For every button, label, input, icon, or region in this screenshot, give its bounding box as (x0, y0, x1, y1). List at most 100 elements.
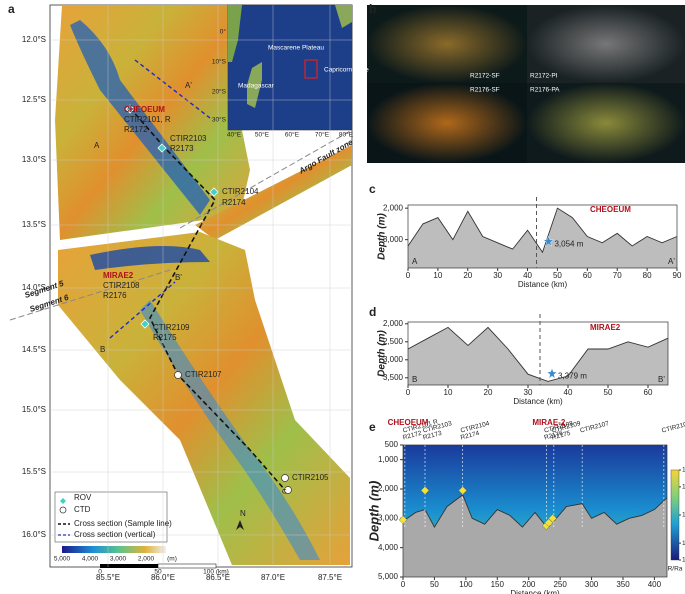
y-tick-label: 3,500 (383, 373, 404, 382)
sample-line (129, 107, 286, 491)
inset-map (227, 4, 353, 131)
map-label: B' (175, 273, 182, 282)
panel-label: c (369, 182, 376, 196)
map-label: CTIR2101, R (124, 115, 171, 124)
fault-line (179, 129, 353, 229)
x-axis-label: Distance (km) (510, 589, 560, 594)
y-tick-label: 1,000 (378, 455, 399, 464)
inset-lon: 60°E (285, 131, 300, 139)
lon-label: 87.0°E (261, 573, 285, 582)
map-label: R2174 (222, 198, 246, 207)
scale-label: 0 (98, 569, 102, 576)
colorbar-label: 1.04 (682, 557, 685, 564)
profile-area (408, 327, 668, 385)
y-tick-label: 3,000 (378, 513, 399, 522)
land (228, 5, 242, 62)
map-label: A (94, 141, 100, 150)
panel-label: e (369, 420, 376, 434)
scale-bar (100, 564, 158, 568)
map-label: N (240, 509, 246, 518)
annotation: A' (668, 257, 675, 266)
station-label: R2176 (543, 430, 564, 442)
ratio-colorbar (670, 469, 680, 561)
photo-label: R2176-SF (470, 87, 500, 94)
profile-area (408, 208, 677, 268)
sample (398, 515, 408, 525)
legend-label: Cross section (Sample line) (74, 519, 172, 528)
x-tick-label: 40 (523, 271, 532, 280)
lat-label: 13.5°S (22, 220, 46, 229)
plot-frame (402, 444, 668, 578)
inset-label: Mascarene Plateau (268, 45, 324, 52)
y-axis-label: Depth (m) (366, 481, 381, 542)
station-label: R2172 (402, 430, 423, 442)
y-tick-label: 2,000 (383, 203, 404, 212)
x-tick-label: 50 (553, 271, 562, 280)
colorbar-label: 3,000 (110, 556, 127, 563)
y-tick-label: 5,000 (378, 572, 399, 581)
map-label: CTIR2105 (292, 473, 329, 482)
legend-ctd (59, 506, 67, 514)
study-area (304, 59, 318, 79)
station-label: R2173 (422, 430, 443, 442)
lat-label: 14.0°S (22, 283, 46, 292)
scale-label: 100 (km) (203, 569, 229, 576)
scale-bar (157, 563, 217, 569)
lat-label: 13.0°S (22, 155, 46, 164)
sample (458, 486, 467, 495)
sample (548, 514, 557, 523)
profile-line (402, 494, 668, 529)
inset-lat: 30°S (212, 116, 227, 124)
map-label: CTIR2107 (185, 370, 222, 379)
rov-marker (157, 143, 167, 153)
colorbar-label: 1.10 (682, 540, 685, 547)
photo-label: R2172-SF (470, 73, 500, 80)
x-tick-label: 250 (553, 580, 567, 589)
lon-label: 87.5°E (318, 573, 342, 582)
ridge-axis (140, 300, 320, 560)
colorbar-label: 1.30 (682, 484, 685, 491)
inset-label: Capricorn Plate (324, 67, 369, 74)
lat-label: 14.5°S (22, 345, 46, 354)
annotation: B' (658, 375, 665, 384)
x-tick-label: 30 (493, 271, 502, 280)
y-tick-label: 3,000 (383, 235, 404, 244)
map-label: A' (185, 81, 192, 90)
inset-label: Madagascar (238, 83, 275, 90)
site-label: MIRAE-2 (532, 418, 565, 427)
rov-marker (140, 319, 150, 329)
map-label: C (128, 105, 133, 112)
map-label: CTIR2108 (103, 281, 140, 290)
inset-lat: 10°S (212, 58, 227, 66)
y-axis-label: Depth (m) (377, 213, 388, 260)
legend-box (54, 491, 168, 543)
legend-label: CTD (74, 505, 91, 514)
photo (367, 5, 527, 83)
ctd-marker (174, 371, 182, 379)
lat-label: 12.5°S (22, 95, 46, 104)
rov-marker (209, 187, 219, 197)
station-label: CTIR2105 (661, 420, 685, 435)
map-label: R2175 (153, 333, 177, 342)
x-tick-label: 50 (430, 580, 439, 589)
x-tick-label: 350 (616, 580, 630, 589)
x-tick-label: 80 (643, 271, 652, 280)
colorbar-label: 1.36 (682, 467, 685, 474)
colorbar-label: (m) (167, 556, 177, 563)
y-tick-label: 3,000 (383, 355, 404, 364)
y-tick-label: 2,000 (383, 319, 404, 328)
photo (367, 83, 527, 163)
ridge-axis (90, 246, 210, 270)
lon-label: 86.0°E (151, 573, 175, 582)
photo-label: R2172-PI (530, 73, 558, 80)
inset-lon: 40°E (227, 131, 242, 139)
annotation: CHEOEUM (590, 205, 631, 214)
site-label: CHEOEUM (388, 418, 429, 427)
map-label: CTIR2103 (170, 134, 207, 143)
legend-rov (60, 498, 66, 504)
x-tick-label: 20 (484, 388, 493, 397)
profile-line (407, 207, 678, 254)
lon-label: 86.5°E (206, 573, 230, 582)
colorbar-label: 1.20 (682, 512, 685, 519)
land (247, 62, 262, 108)
